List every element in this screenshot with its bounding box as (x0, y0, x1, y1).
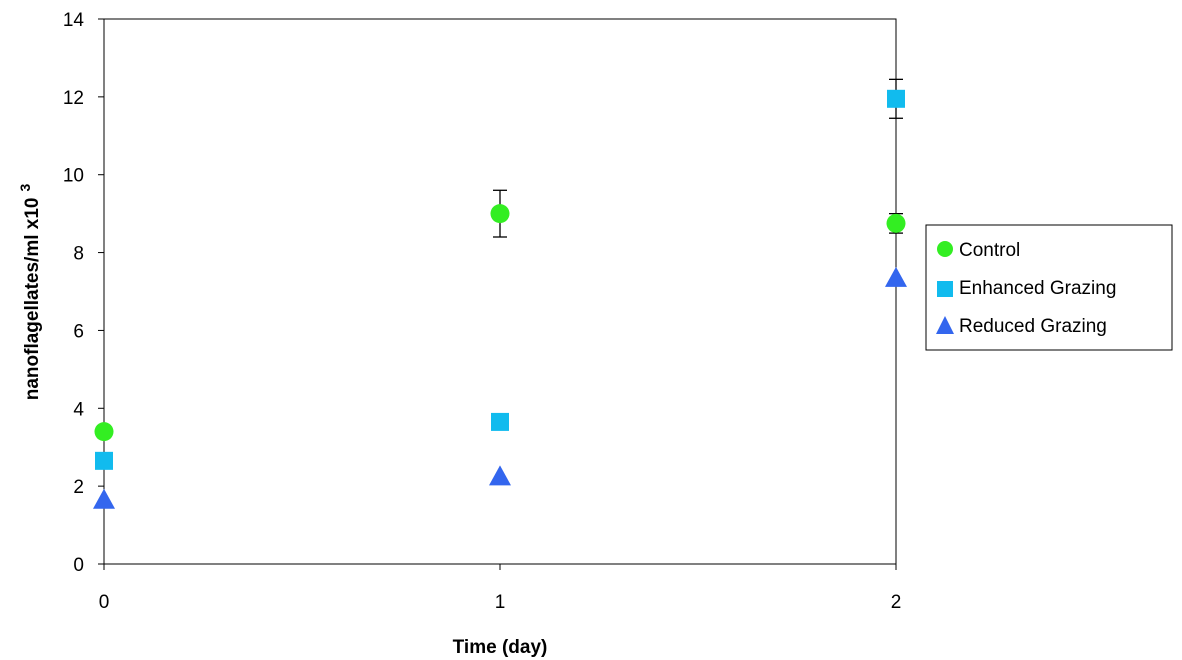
x-axis-ticks: 0 1 2 (99, 564, 902, 613)
enhanced-grazing-point (491, 412, 509, 431)
legend-marker (936, 316, 954, 334)
control-point (490, 204, 510, 224)
y-axis-title: nanoflagellates/ml x10 3 (17, 184, 43, 401)
x-tick-label: 2 (891, 592, 902, 613)
y-axis-title-main: nanoflagellates/ml x10 (22, 198, 43, 401)
legend-item-reduced-grazing: Reduced Grazing (936, 316, 1107, 337)
data-markers (93, 89, 907, 509)
legend-box (925, 224, 1173, 351)
y-tick-label: 12 (63, 88, 84, 109)
enhanced-grazing-point (887, 89, 905, 108)
y-tick-label: 4 (73, 399, 84, 420)
reduced-grazing-point (93, 488, 115, 509)
legend-item-enhanced-grazing: Enhanced Grazing (937, 278, 1116, 299)
y-tick-label: 10 (63, 166, 84, 187)
y-tick-label: 2 (73, 477, 84, 498)
legend: Control Enhanced Grazing Reduced Grazing (925, 224, 1173, 351)
legend-label: Enhanced Grazing (959, 278, 1116, 299)
x-tick-label: 0 (99, 592, 110, 613)
y-axis-title-superscript: 3 (17, 184, 33, 192)
x-axis-title: Time (day) (453, 637, 548, 658)
y-tick-label: 14 (63, 10, 85, 31)
legend-marker (937, 281, 953, 297)
svg-text:nanoflagellates/ml x103: nanoflagellates/ml x10 3 (17, 184, 43, 401)
enhanced-grazing-point (95, 451, 113, 470)
y-tick-label: 6 (73, 321, 84, 342)
legend-item-control: Control (937, 240, 1020, 261)
control-point (94, 422, 114, 442)
legend-label: Reduced Grazing (959, 316, 1107, 337)
x-tick-label: 1 (495, 592, 506, 613)
legend-label: Control (959, 240, 1020, 261)
y-axis-ticks: 0 2 4 6 8 10 12 14 (63, 10, 104, 576)
control-point (886, 213, 906, 233)
y-tick-label: 8 (73, 244, 84, 265)
reduced-grazing-point (885, 266, 907, 287)
legend-marker (937, 241, 953, 257)
y-tick-label: 0 (73, 555, 84, 576)
reduced-grazing-point (489, 465, 511, 486)
